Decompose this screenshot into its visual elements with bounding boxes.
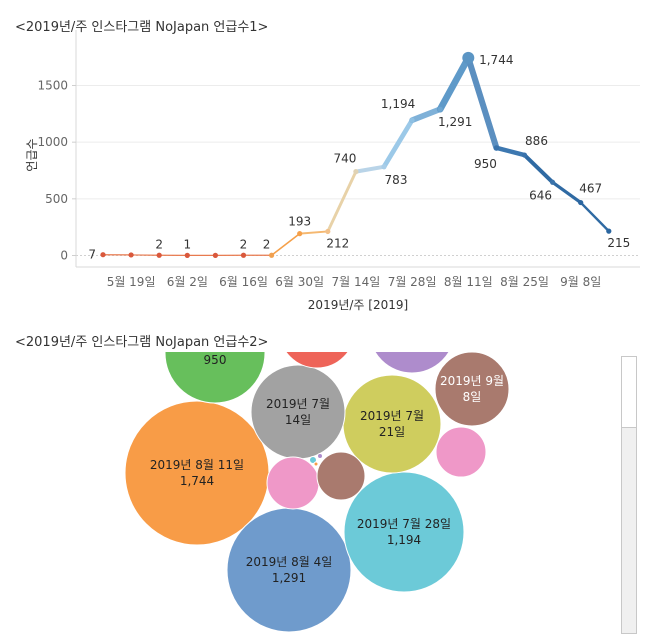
line-point: [353, 169, 359, 175]
data-label: 212: [326, 236, 349, 250]
x-tick-label: 8월 25일: [500, 275, 549, 289]
line-segment: [550, 180, 583, 205]
line-segment: [381, 117, 415, 170]
line-point: [212, 252, 218, 258]
y-tick-label: 0: [60, 249, 68, 263]
line-point: [128, 252, 134, 258]
x-tick-label: 6월 16일: [219, 275, 268, 289]
bubble: [164, 352, 266, 404]
bubble: [317, 453, 323, 459]
bubble-scrollbar-thumb[interactable]: [622, 357, 636, 428]
line-point: [297, 231, 303, 237]
bubble-chart-title: <2019년/주 인스타그램 NoJapan 언급수2>: [15, 335, 269, 350]
line-point: [493, 145, 499, 151]
line-segment: [298, 230, 329, 235]
data-label: 2: [155, 237, 163, 251]
bubble-label: 2019년 7월: [266, 397, 330, 411]
y-tick-label: 1500: [37, 79, 68, 93]
x-tick-label: 6월 30일: [275, 275, 324, 289]
x-tick-label: 5월 19일: [107, 275, 156, 289]
bubble-label: 2019년 7월: [360, 409, 424, 423]
line-segment: [353, 164, 386, 174]
line-segment: [409, 106, 444, 124]
line-point: [156, 252, 162, 258]
data-label: 950: [474, 157, 497, 171]
bubble-label: 2019년 7월 28일: [357, 517, 451, 531]
line-point: [184, 252, 190, 258]
line-segment: [326, 170, 358, 233]
y-tick-label: 1000: [37, 135, 68, 149]
bubble: [313, 461, 319, 467]
data-label: 2: [263, 237, 271, 251]
data-label: 1,194: [381, 97, 415, 111]
line-point: [550, 179, 556, 185]
data-label: 1: [183, 237, 191, 251]
bubble-label: 21일: [379, 425, 405, 439]
bubble: [285, 352, 349, 369]
data-label: 886: [525, 134, 548, 148]
line-point: [269, 252, 275, 258]
data-label: 740: [333, 152, 356, 166]
y-tick-label: 500: [45, 192, 68, 206]
x-tick-label: 6월 2일: [167, 275, 208, 289]
label-layer: 72 1 2 21932127407831,1941,2911,74495088664…: [88, 53, 630, 262]
data-label: 646: [529, 188, 552, 202]
data-label: 1,291: [438, 115, 472, 129]
bubble-label: 2019년 9월: [440, 374, 504, 388]
line-point: [381, 164, 387, 170]
data-label: 215: [607, 236, 630, 250]
line-point: [437, 106, 443, 112]
bubble: [266, 456, 320, 510]
x-axis-label: 2019년/주 [2019]: [308, 298, 408, 312]
bubble-label: 1,194: [387, 533, 421, 547]
bubble: [226, 507, 352, 633]
data-label: 2: [240, 237, 248, 251]
bubble: [309, 456, 317, 464]
bubble-label: 1,291: [272, 571, 306, 585]
bubble: [435, 426, 487, 478]
line-point: [578, 199, 584, 206]
line-segment: [579, 201, 611, 233]
line-segment: [494, 145, 527, 158]
x-tick-label: 7월 14일: [331, 275, 380, 289]
bubble: [374, 352, 450, 374]
bubble-label: 8일: [463, 390, 482, 404]
line-chart-title: <2019년/주 인스타그램 NoJapan 언급수1>: [15, 20, 269, 35]
x-tick-label: 9월 8일: [560, 275, 601, 289]
line-segment: [270, 232, 301, 257]
x-tick-label: 8월 11일: [444, 275, 493, 289]
bubble: [250, 364, 346, 460]
bubble-scrollbar[interactable]: [621, 356, 637, 634]
data-label: 1,744: [479, 53, 513, 67]
bubble-label: 1,744: [180, 474, 214, 488]
line-point: [409, 117, 415, 123]
bubble-label: 950: [204, 353, 227, 367]
bubble-label: 2019년 8월 4일: [246, 555, 333, 569]
line-point: [325, 228, 331, 235]
line-segment: [436, 54, 472, 113]
bubble-label: 14일: [285, 413, 311, 427]
data-label: 783: [385, 173, 408, 187]
axis-layer: 0 500 1000 1500 언급수 5월 19일 6월 2일 6월 16일 6월 30일 7월…: [25, 30, 640, 312]
line-point: [100, 252, 106, 258]
bubble: [434, 352, 510, 427]
bubble: [316, 451, 366, 501]
x-tick-label: 7월 28일: [388, 275, 437, 289]
bubble-label: 2019년 8월 11일: [150, 458, 244, 472]
line-chart: 0 500 1000 1500 언급수 5월 19일 6월 2일 6월 16일 6월 30일 7월…: [25, 30, 640, 312]
line-point: [606, 228, 612, 234]
line-segment: [465, 54, 500, 151]
y-axis-label: 언급수: [25, 138, 39, 171]
data-label: 467: [579, 182, 602, 196]
line-point: [521, 152, 528, 158]
line-segment: [522, 153, 555, 185]
line-layer: [100, 51, 612, 258]
line-point: [240, 252, 247, 258]
data-label: 193: [288, 215, 311, 229]
line-point: [462, 51, 475, 64]
data-label: 7: [88, 248, 96, 262]
bubble: [343, 471, 465, 593]
